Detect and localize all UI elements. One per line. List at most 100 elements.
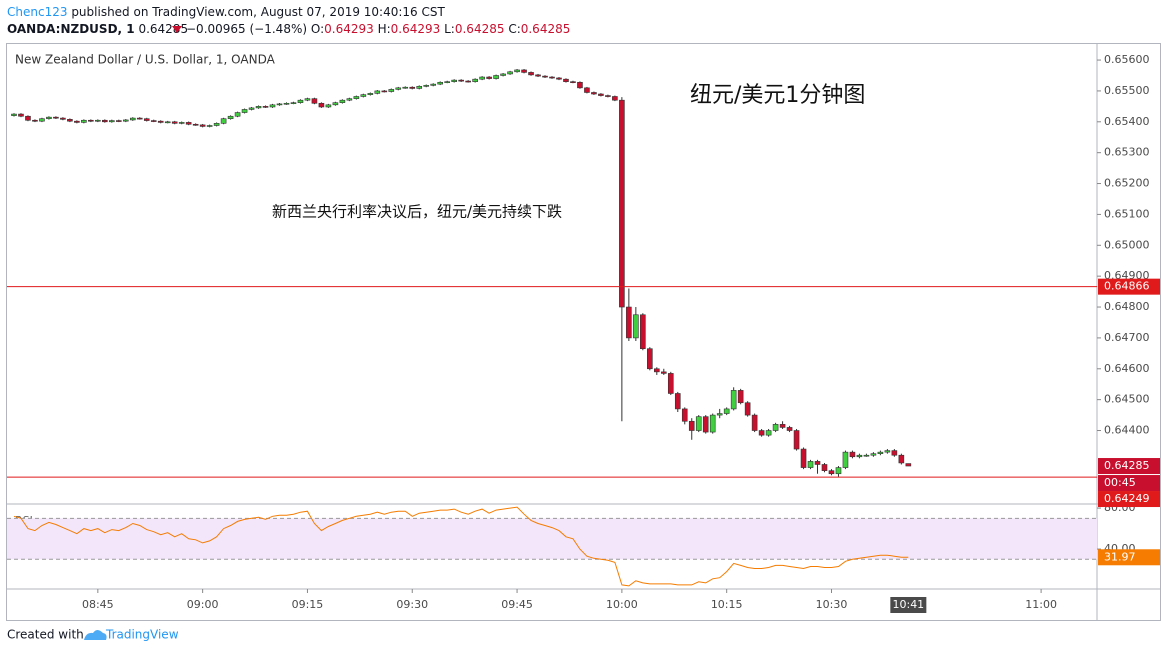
candle-body (730, 390, 737, 410)
candle-body (192, 123, 199, 126)
candle-body (451, 79, 457, 82)
candle-body (667, 373, 674, 394)
symbol-line: OANDA:NZDUSD, 1 0.64285 (7, 22, 188, 36)
candle-body (325, 104, 332, 108)
candle-body (751, 414, 758, 431)
candle-body (409, 86, 416, 89)
hline-label-box (1098, 278, 1160, 295)
candle-body (479, 76, 485, 80)
candle-body (255, 106, 262, 109)
candle-body (507, 71, 513, 75)
candle-body (248, 107, 255, 110)
rsi-line (13, 506, 909, 587)
last-time-label: 10:41 (892, 598, 924, 611)
candle-body (32, 119, 38, 122)
x-tick-label: 11:00 (1025, 598, 1057, 611)
candle-body (535, 74, 541, 77)
y-tick-label: 0.65400 (1104, 115, 1150, 128)
author[interactable]: Chenc123 (7, 5, 67, 19)
header-line: Chenc123 published on TradingView.com, A… (7, 5, 445, 19)
y-tick-label: 0.65300 (1104, 146, 1150, 159)
candle-body (416, 85, 423, 89)
candle-body (905, 463, 912, 467)
candle-body (598, 93, 604, 96)
y-tick-label: 0.65500 (1104, 84, 1150, 97)
candle-body (304, 98, 311, 101)
candle-body (660, 371, 667, 374)
candle-body (744, 402, 751, 416)
candle-body (109, 120, 115, 123)
candle-body (332, 102, 339, 106)
rsi-band (7, 518, 1097, 560)
candle-body (171, 121, 178, 124)
hline-label-box (1098, 491, 1160, 508)
candle-body (842, 451, 849, 468)
brand[interactable]: TradingView (105, 628, 179, 642)
y-tick-label: 0.64500 (1104, 393, 1150, 406)
candle-body (765, 430, 772, 436)
candle-body (458, 79, 464, 82)
candle-body (821, 464, 828, 471)
candle-body (849, 451, 856, 458)
candle-body (570, 81, 576, 83)
candle-body (898, 454, 905, 464)
ohlc-h: 0.64293 (391, 22, 441, 36)
candle-body (640, 314, 646, 350)
candle-body (891, 450, 898, 456)
candle-body (81, 119, 87, 123)
candle-body (514, 69, 520, 73)
y-tick-label: 0.64700 (1104, 331, 1150, 344)
candle-body (25, 115, 31, 121)
candle-body (437, 81, 444, 85)
last-price-label: 0.64285 (1104, 459, 1150, 472)
candle-body (884, 450, 891, 453)
candle-body (835, 467, 842, 475)
candle-body (814, 461, 821, 465)
candle-body (95, 119, 101, 122)
candle-body (758, 430, 765, 436)
candle-body (793, 430, 800, 450)
candle-body (115, 120, 122, 122)
last-price: 0.64285 (138, 22, 188, 36)
candle-body (276, 103, 283, 106)
candle-body (688, 420, 695, 431)
candle-body (283, 102, 290, 105)
candle-body (577, 81, 583, 89)
last-price-label-box (1098, 458, 1160, 475)
candle-body (374, 90, 381, 94)
candle-body (695, 416, 702, 431)
candle-body (122, 119, 129, 122)
change: −0.00965 (−1.48%) (186, 22, 307, 36)
ohlc-o-label: O: (311, 22, 324, 36)
candle-body (619, 99, 625, 308)
candle-body (654, 368, 660, 373)
candle-body (102, 119, 108, 123)
candle-body (388, 89, 395, 92)
candle-body (702, 416, 709, 433)
y-tick-label: 0.65000 (1104, 238, 1150, 251)
candle-body (465, 80, 471, 83)
candle-body (423, 85, 430, 87)
candle-body (74, 120, 80, 123)
candle-body (241, 109, 248, 113)
x-tick-label: 09:30 (396, 598, 428, 611)
candle-body (234, 112, 241, 117)
candle-body (402, 86, 409, 89)
y-tick-label: 0.65600 (1104, 53, 1150, 66)
candle-body (486, 76, 492, 79)
candle-body (381, 90, 388, 93)
candle-body (863, 454, 870, 457)
candle-body (493, 75, 499, 79)
candle-body (716, 413, 723, 416)
y-tick-label: 0.64600 (1104, 362, 1150, 375)
hline-label: 0.64866 (1104, 280, 1150, 293)
countdown-label: 00:45 (1104, 476, 1136, 489)
candle-body (206, 125, 213, 127)
change-line: −0.00965 (−1.48%) O:0.64293 H:0.64293 L:… (186, 22, 570, 36)
y-tick-label: 0.64800 (1104, 300, 1150, 313)
candle-body (856, 454, 863, 458)
candle-body (528, 72, 534, 76)
candle-body (633, 314, 639, 339)
candle-body (472, 78, 478, 82)
